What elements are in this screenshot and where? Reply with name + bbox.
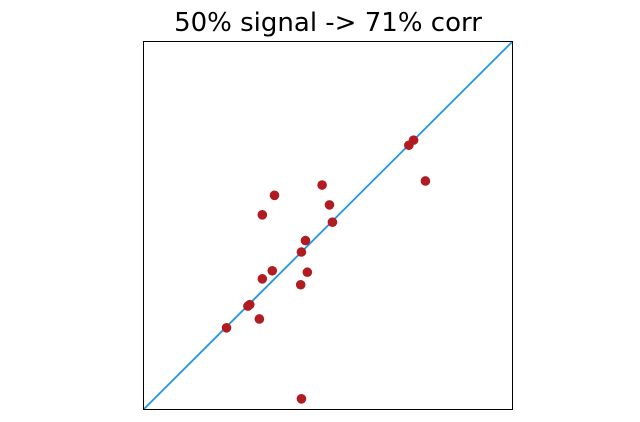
data-point-19 [296, 394, 307, 404]
identity-line [142, 40, 514, 411]
data-point-7 [295, 279, 306, 290]
data-point-15 [269, 190, 280, 201]
plot-area [142, 40, 514, 411]
data-point-8 [302, 267, 313, 278]
data-point-12 [324, 200, 335, 210]
data-point-13 [317, 180, 327, 190]
data-point-10 [300, 235, 311, 246]
data-point-5 [257, 274, 268, 284]
data-point-4 [254, 314, 265, 324]
axes-frame [143, 41, 513, 410]
data-point-6 [267, 265, 278, 276]
data-point-11 [327, 217, 338, 227]
data-point-17 [408, 135, 419, 145]
chart-title: 50% signal -> 71% corr [174, 8, 482, 38]
data-point-1 [221, 323, 232, 333]
data-point-18 [420, 176, 431, 186]
data-point-3 [244, 299, 255, 310]
data-point-9 [296, 247, 307, 257]
data-points [221, 135, 431, 404]
data-point-14 [257, 210, 268, 220]
